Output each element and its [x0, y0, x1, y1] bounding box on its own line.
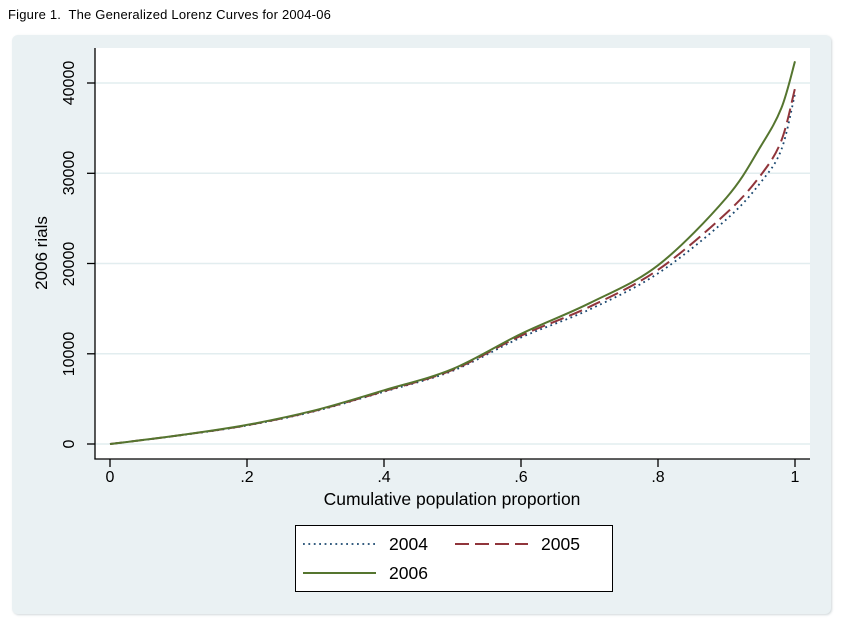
y-axis-title: 2006 rials: [32, 216, 51, 290]
legend: 2004 2005 2006: [295, 525, 613, 592]
x-tick-label: .2: [240, 469, 254, 486]
legend-line-sample-2004: [303, 543, 376, 545]
y-tick-label: 30000: [61, 151, 78, 196]
figure-title: Figure 1. The Generalized Lorenz Curves …: [8, 7, 332, 22]
y-tick-label: 10000: [61, 331, 78, 377]
x-tick-label: 1: [790, 469, 800, 486]
legend-item-2005: 2005: [455, 530, 607, 559]
legend-line-sample-2006: [303, 572, 376, 574]
plot-area: [95, 48, 810, 459]
curve-2005: [109, 88, 796, 445]
x-tick-label: 0: [105, 469, 115, 486]
x-axis-title: Cumulative population proportion: [323, 489, 581, 509]
legend-item-2006: 2006: [303, 559, 455, 588]
y-tick-label: 20000: [61, 241, 78, 286]
legend-label-2006: 2006: [389, 562, 428, 583]
x-tick-label: .4: [377, 469, 391, 486]
x-tick-label: .6: [514, 469, 528, 486]
legend-line-sample-2005: [455, 543, 528, 545]
legend-label-2004: 2004: [389, 533, 428, 554]
y-tick-label: 40000: [61, 60, 78, 106]
y-tick-label: 0: [61, 439, 78, 449]
curve-2004: [109, 93, 796, 445]
x-tick-label: .8: [651, 469, 665, 486]
legend-label-2005: 2005: [541, 533, 580, 554]
curve-2006: [109, 61, 796, 445]
legend-item-2004: 2004: [303, 530, 455, 559]
